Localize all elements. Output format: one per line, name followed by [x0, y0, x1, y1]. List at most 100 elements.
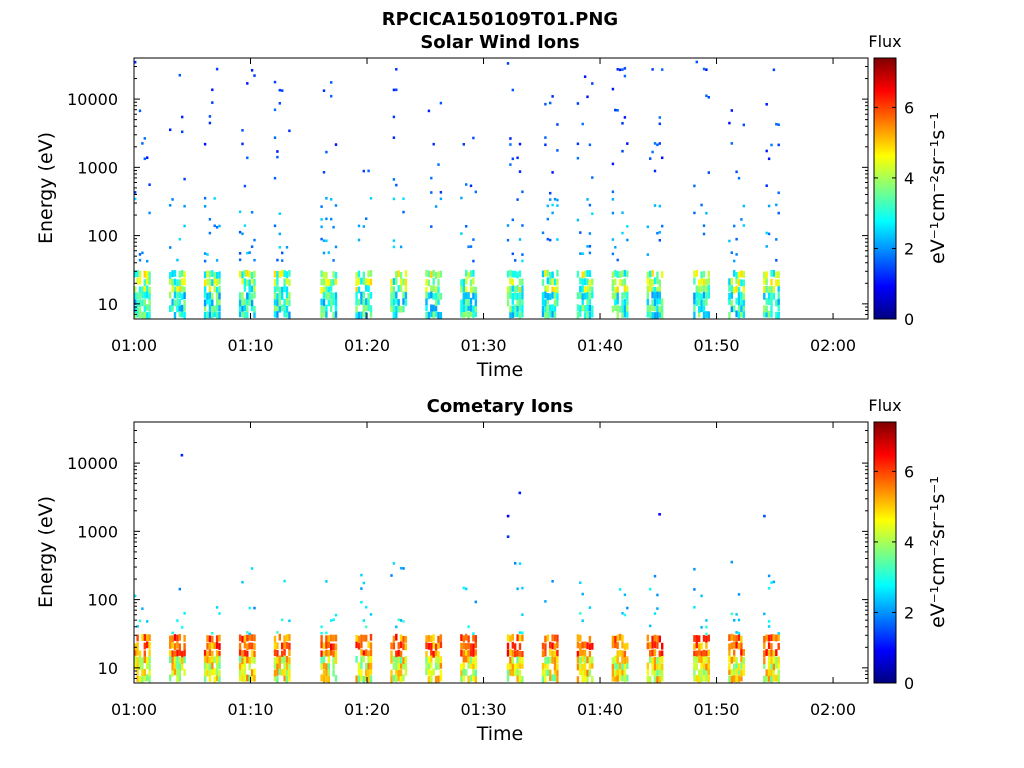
flux-cell — [273, 635, 277, 643]
flux-cell — [777, 271, 780, 279]
flux-cell — [278, 668, 281, 676]
flux-cell — [243, 284, 247, 292]
flux-cell — [770, 298, 773, 306]
flux-cell — [360, 669, 363, 677]
flux-cell — [763, 514, 766, 518]
flux-cell — [178, 73, 181, 77]
flux-cell — [586, 642, 589, 650]
flux-cell — [439, 634, 443, 642]
flux-cell — [213, 305, 216, 313]
flux-cell — [169, 642, 172, 649]
flux-cell — [369, 675, 373, 683]
flux-cell — [241, 304, 244, 312]
flux-cell — [138, 292, 142, 300]
flux-cell — [770, 649, 773, 657]
panel-title: Solar Wind Ions — [420, 32, 579, 53]
flux-cell — [514, 643, 517, 651]
flux-cell — [392, 674, 396, 682]
flux-cell — [369, 310, 373, 318]
colorbar-tick-label: 2 — [904, 239, 914, 258]
flux-cell — [250, 285, 254, 293]
flux-cell — [467, 661, 470, 669]
flux-cell — [611, 662, 615, 670]
flux-cell — [276, 284, 279, 292]
flux-cell — [278, 232, 281, 236]
flux-cell — [171, 663, 174, 671]
flux-cell — [250, 272, 254, 279]
flux-cell — [579, 656, 582, 664]
spectrogram-cells — [134, 453, 780, 683]
flux-cell — [649, 304, 652, 312]
flux-cell — [767, 574, 771, 578]
flux-cell — [243, 311, 247, 319]
flux-cell — [618, 662, 622, 670]
flux-cell — [283, 648, 286, 656]
flux-cell — [705, 642, 708, 649]
flux-cell — [472, 238, 475, 241]
flux-cell — [623, 613, 627, 617]
flux-cell — [467, 642, 470, 650]
flux-cell — [285, 298, 289, 305]
flux-cell — [551, 171, 554, 174]
flux-cell — [365, 298, 368, 305]
flux-cell — [511, 292, 514, 300]
flux-cell — [425, 663, 428, 671]
flux-cell — [178, 656, 181, 664]
flux-cell — [506, 535, 510, 538]
flux-cell — [521, 253, 524, 256]
flux-cell — [730, 612, 733, 616]
flux-cell — [614, 669, 617, 677]
flux-cell — [735, 631, 738, 634]
flux-cell — [616, 292, 619, 300]
flux-cell — [618, 674, 622, 682]
flux-cell — [322, 310, 326, 318]
flux-cell — [276, 676, 279, 683]
flux-cell — [355, 279, 358, 286]
flux-cell — [658, 650, 661, 658]
flux-cell — [514, 562, 517, 565]
flux-cell — [546, 204, 549, 208]
flux-cell — [737, 593, 741, 596]
flux-cell — [148, 634, 151, 642]
flux-cell — [325, 239, 328, 243]
colorbar-tick-label: 0 — [904, 310, 914, 329]
flux-cell — [283, 278, 286, 286]
flux-cell — [511, 650, 514, 657]
flux-cell — [728, 311, 731, 319]
flux-cell — [511, 641, 514, 649]
flux-cell — [579, 310, 582, 318]
flux-cell — [658, 122, 661, 126]
flux-cell — [253, 270, 256, 278]
flux-cell — [465, 269, 468, 277]
flux-cell — [733, 663, 736, 671]
flux-cell — [705, 278, 708, 286]
flux-cell — [327, 279, 330, 286]
flux-cell — [399, 634, 403, 642]
flux-cell — [432, 142, 435, 146]
flux-cell — [700, 668, 703, 676]
flux-cell — [273, 136, 277, 139]
flux-cell — [211, 279, 214, 286]
flux-cell — [702, 270, 706, 278]
flux-cell — [581, 278, 584, 286]
flux-cell — [330, 81, 333, 84]
flux-cell — [334, 675, 338, 682]
flux-cell — [474, 293, 477, 301]
flux-cell — [213, 668, 216, 676]
flux-cell — [767, 620, 771, 623]
flux-cell — [465, 310, 468, 318]
flux-cell — [705, 68, 708, 71]
flux-cell — [434, 663, 438, 670]
flux-cell — [658, 662, 661, 670]
x-tick-label: 01:50 — [693, 336, 739, 355]
flux-cell — [276, 656, 279, 664]
flux-cell — [509, 635, 512, 642]
flux-cell — [460, 310, 463, 318]
flux-cell — [395, 278, 398, 285]
flux-cell — [134, 662, 137, 670]
flux-cell — [369, 668, 373, 675]
flux-cell — [332, 618, 335, 621]
flux-cell — [553, 292, 557, 299]
flux-cell — [693, 643, 696, 651]
flux-cell — [355, 305, 358, 313]
